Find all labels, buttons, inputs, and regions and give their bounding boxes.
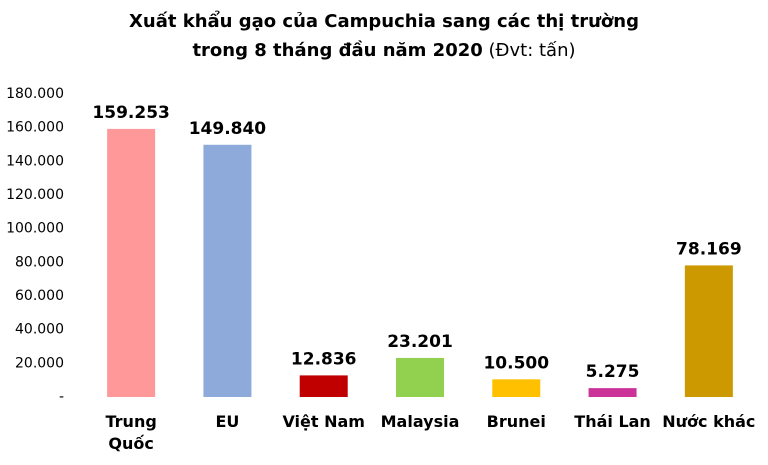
- chart-subtitle: (Đvt: tấn): [489, 40, 576, 61]
- x-tick-label: EU: [215, 412, 240, 431]
- x-tick-label: Thái Lan: [574, 412, 651, 431]
- data-label: 10.500: [483, 353, 549, 373]
- x-tick-label: Nước khác: [662, 412, 756, 431]
- data-label: 149.840: [189, 119, 267, 139]
- y-tick-label: 140.000: [6, 153, 64, 169]
- x-tick-label: Malaysia: [380, 412, 460, 431]
- data-label: 159.253: [92, 103, 169, 123]
- bar: [203, 144, 252, 397]
- x-tick-label: Trung Quốc: [105, 412, 157, 453]
- bar: [299, 375, 348, 397]
- data-label: 23.201: [387, 332, 453, 352]
- y-tick-label: -: [59, 389, 64, 405]
- y-tick-label: 180.000: [6, 86, 64, 102]
- data-label: 5.275: [586, 362, 640, 382]
- chart-title: trong 8 tháng đầu năm 2020: [192, 40, 482, 61]
- bar: [107, 128, 156, 397]
- y-tick-label: 120.000: [6, 187, 64, 203]
- y-tick-label: 60.000: [15, 288, 64, 304]
- y-tick-label: 20.000: [15, 355, 64, 371]
- y-tick-label: 80.000: [15, 254, 64, 270]
- data-label: 78.169: [676, 239, 742, 259]
- bar: [588, 388, 637, 397]
- bar: [396, 357, 444, 397]
- y-tick-label: 100.000: [6, 221, 64, 237]
- x-tick-label: Brunei: [486, 412, 546, 431]
- data-label: 12.836: [291, 349, 357, 369]
- bar: [492, 379, 541, 397]
- chart-title-line: trong 8 tháng đầu năm 2020 (Đvt: tấn): [192, 40, 575, 61]
- y-tick-label: 40.000: [15, 322, 64, 338]
- x-tick-label: Việt Nam: [282, 412, 365, 431]
- chart-title: Xuất khẩu gạo của Campuchia sang các thị…: [129, 10, 639, 32]
- y-tick-label: 160.000: [6, 120, 64, 136]
- bar: [684, 265, 733, 397]
